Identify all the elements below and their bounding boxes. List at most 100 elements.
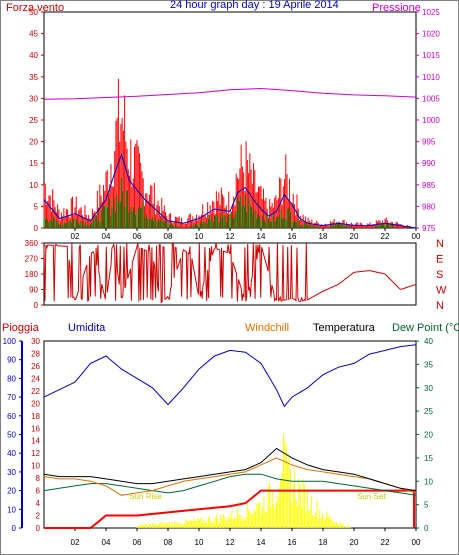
sun-rise-label: Sun Rise [129,492,162,501]
x-tick-label: 06 [133,538,142,547]
rain-tick-label: 16 [31,424,40,433]
rain-tick-label: 28 [31,349,40,358]
temp-tick-label: 10 [424,477,433,486]
rain-tick-label: 4 [36,499,41,508]
humidity-tick-label: 90 [7,356,16,365]
wind-gust-line [43,152,417,229]
direction-tick-label: 270 [25,255,39,264]
sun-set-label: Sun Set [357,492,386,501]
x-tick-label: 08 [164,538,173,547]
rain-tick-label: 24 [31,374,40,383]
compass-label: N [436,238,444,250]
rain-tick-label: 26 [31,362,40,371]
rain-tick-label: 10 [31,462,40,471]
pressure-tick-label: 995 [422,138,436,147]
temperature-line [43,447,417,492]
temp-tick-label: 40 [424,337,433,346]
rain-tick-label: 8 [36,474,41,483]
x-tick-label: 00 [412,232,421,241]
x-tick-label: 14 [257,538,266,547]
wind-tick-label: 0 [34,224,39,233]
x-tick-label: 22 [381,538,390,547]
x-tick-label: 22 [381,232,390,241]
dewpoint-line [43,473,417,496]
windchill-label: Windchill [245,322,289,334]
x-tick-label: 16 [288,538,297,547]
compass-label: E [436,254,443,266]
temp-tick-label: 30 [424,384,433,393]
wind-tick-label: 30 [29,94,38,103]
direction-tick-label: 0 [34,301,39,310]
wind-tick-label: 35 [29,73,38,82]
x-tick-label: 02 [71,232,80,241]
x-tick-label: 10 [195,232,204,241]
direction-tick-label: 180 [25,270,39,279]
wind-tick-label: 40 [29,51,38,60]
humidity-tick-label: 20 [7,487,16,496]
pressure-line [43,87,417,100]
x-tick-label: 04 [102,538,111,547]
humidity-tick-label: 40 [7,449,16,458]
pressure-tick-label: 1000 [422,116,440,125]
pressure-tick-label: 1005 [422,94,440,103]
temperature-label: Temperatura [313,322,376,334]
compass-label: N [436,300,444,312]
x-tick-label: 06 [133,232,142,241]
wind-tick-label: 20 [29,138,38,147]
windchill-line [43,457,417,496]
dewpoint-label: Dew Point (°C [392,322,459,334]
x-tick-label: 10 [195,538,204,547]
rain-tick-label: 6 [36,487,41,496]
wind-tick-label: 25 [29,116,38,125]
rain-tick-label: 2 [36,512,41,521]
pressure-tick-label: 1025 [422,8,440,17]
wind-tick-label: 15 [29,159,38,168]
x-tick-label: 20 [350,538,359,547]
wind-tick-label: 50 [29,8,38,17]
humidity-line [43,344,417,408]
humidity-tick-label: 60 [7,412,16,421]
compass-label: S [436,269,443,281]
rain-tick-label: 22 [31,387,40,396]
rain-tick-label: 18 [31,412,40,421]
rain-tick-label: 30 [31,337,40,346]
humidity-label: Umidita [68,322,106,334]
chart-marks: 0510152025303540455097598098599099510001… [3,8,447,547]
x-tick-label: 00 [412,538,421,547]
temp-tick-label: 20 [424,431,433,440]
pressure-tick-label: 980 [422,202,436,211]
rain-tick-label: 0 [36,524,41,533]
x-tick-label: 16 [288,232,297,241]
x-tick-label: 14 [257,232,266,241]
compass-label: W [436,285,447,297]
chart-title: 24 hour graph day : 19 Aprile 2014 [170,0,339,11]
humidity-tick-label: 30 [7,468,16,477]
x-tick-label: 12 [226,232,235,241]
pressure-tick-label: 1020 [422,30,440,39]
rain-tick-label: 14 [31,437,40,446]
x-tick-label: 18 [319,538,328,547]
wind-label: Forza vento [6,2,64,14]
humidity-tick-label: 50 [7,431,16,440]
rain-label: Pioggia [2,322,40,334]
pressure-tick-label: 975 [422,224,436,233]
humidity-tick-label: 80 [7,374,16,383]
rain-tick-label: 20 [31,399,40,408]
rain-line [44,489,416,529]
pressure-tick-label: 990 [422,159,436,168]
humidity-tick-label: 10 [7,505,16,514]
direction-line [43,242,417,304]
humidity-tick-label: 70 [7,393,16,402]
pressure-tick-label: 985 [422,181,436,190]
x-tick-label: 18 [319,232,328,241]
x-tick-label: 20 [350,232,359,241]
temp-tick-label: 15 [424,454,433,463]
humidity-tick-label: 100 [3,337,17,346]
wind-tick-label: 10 [29,181,38,190]
direction-tick-label: 360 [25,239,39,248]
x-tick-label: 12 [226,538,235,547]
x-tick-label: 08 [164,232,173,241]
